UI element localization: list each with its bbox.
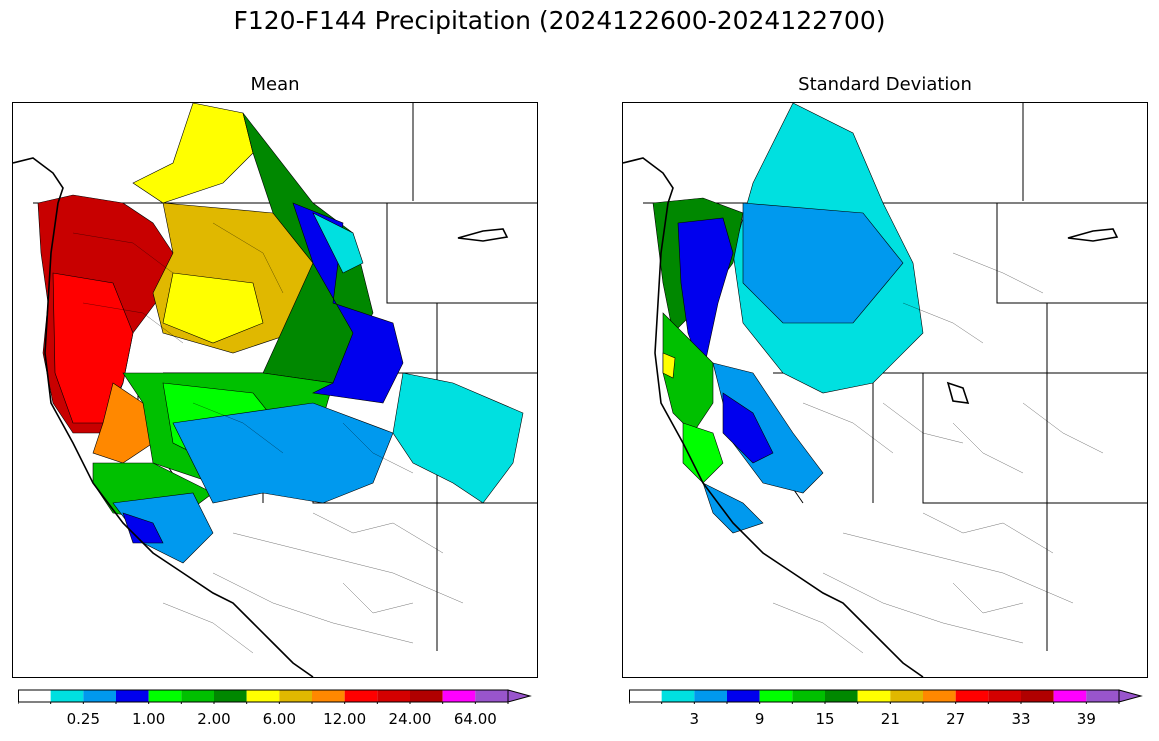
colorbar-swatch [955, 690, 989, 702]
colorbar-swatch [50, 690, 84, 702]
colorbar-tick-label: 3 [689, 710, 700, 728]
colorbar-tick-label: 6.00 [262, 710, 297, 728]
colorbar-tick-label: 39 [1076, 710, 1096, 728]
colorbar-ticks-mean: 0.25 1.00 2.00 6.00 12.00 24.00 64.00 [18, 710, 532, 730]
colorbar-swatch [988, 690, 1021, 702]
colorbar-swatch [475, 690, 508, 702]
colorbar-swatch [344, 690, 378, 702]
panel-title-mean: Mean [250, 74, 300, 95]
colorbar-tick-label: 0.25 [66, 710, 101, 728]
map-std-svg [623, 103, 1147, 677]
colorbar-swatch [181, 690, 214, 702]
colorbar-swatch [246, 690, 280, 702]
colorbar-swatch [214, 690, 247, 702]
precip-fill-mean [37, 103, 524, 564]
colorbar-swatch [312, 690, 345, 702]
colorbar-swatch [629, 690, 662, 702]
figure-title: F120-F144 Precipitation (2024122600-2024… [233, 6, 886, 35]
map-std [622, 102, 1148, 678]
colorbar-outline [18, 689, 509, 703]
colorbar-swatch [377, 690, 410, 702]
colorbar-swatch [148, 690, 182, 702]
colorbar-swatch [923, 690, 956, 702]
colorbar-swatch [890, 690, 923, 702]
panel-title-std: Standard Deviation [798, 74, 972, 95]
colorbar-swatch [442, 690, 476, 702]
colorbar-swatch [116, 690, 149, 702]
colorbar-ticks-std: 3 9 15 21 27 33 39 [629, 710, 1143, 730]
colorbar-swatch [1053, 690, 1087, 702]
map-mean-svg [13, 103, 537, 677]
colorbar-swatch [410, 690, 443, 702]
colorbar-swatch [694, 690, 727, 702]
colorbar-swatch [727, 690, 760, 702]
colorbar-swatch [279, 690, 312, 702]
colorbar-swatch [83, 690, 116, 702]
colorbar-extend-arrow [1118, 689, 1143, 703]
colorbar-extend-arrow [507, 689, 532, 703]
colorbar-tick-label: 64.00 [453, 710, 497, 728]
basin-lines-std [772, 252, 1104, 654]
colorbar-swatch [661, 690, 695, 702]
colorbar-tick-label: 21 [880, 710, 900, 728]
basin-lines-mean [72, 222, 464, 654]
colorbar-tick-label: 1.00 [131, 710, 166, 728]
colorbar-swatch [1021, 690, 1054, 702]
colorbar-mean [18, 689, 532, 704]
colorbar-std [629, 689, 1143, 704]
colorbar-swatch [792, 690, 825, 702]
coastline-std [623, 157, 1119, 677]
colorbar-tick-label: 9 [754, 710, 765, 728]
colorbar-swatch [18, 690, 51, 702]
colorbar-tick-label: 24.00 [388, 710, 432, 728]
colorbar-outline [629, 689, 1120, 703]
map-mean [12, 102, 538, 678]
colorbar-swatch [1086, 690, 1119, 702]
colorbar-swatch [857, 690, 891, 702]
colorbar-tick-label: 27 [946, 710, 966, 728]
colorbar-tick-label: 12.00 [323, 710, 367, 728]
colorbar-tick-label: 15 [815, 710, 835, 728]
colorbar-swatch [759, 690, 793, 702]
colorbar-swatch [825, 690, 858, 702]
colorbar-tick-label: 33 [1011, 710, 1031, 728]
coastline-mean [13, 157, 509, 677]
colorbar-tick-label: 2.00 [197, 710, 231, 728]
precip-fill-std [652, 103, 924, 534]
